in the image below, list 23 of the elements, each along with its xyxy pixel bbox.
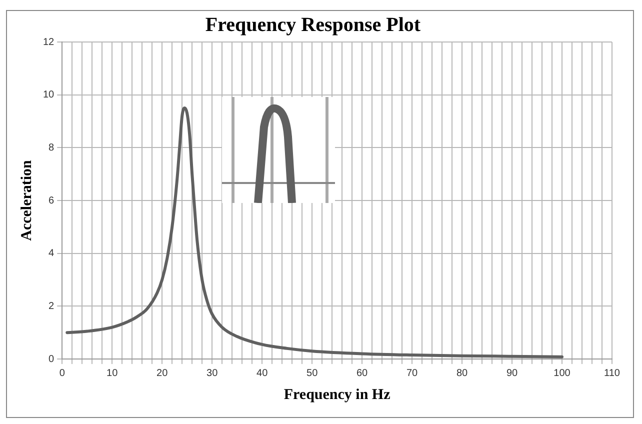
y-tick-label: 4 <box>48 248 55 260</box>
x-tick-label: 60 <box>356 368 368 379</box>
y-tick-label: 0 <box>48 354 55 365</box>
y-tick-label: 2 <box>48 300 55 312</box>
x-tick-label: 20 <box>156 368 168 379</box>
x-tick-label: 50 <box>306 368 318 379</box>
y-tick-label: 12 <box>43 36 55 48</box>
x-tick-label: 100 <box>554 368 571 379</box>
y-tick-label: 10 <box>43 90 55 101</box>
x-tick-label: 40 <box>256 368 268 379</box>
x-tick-label: 30 <box>206 368 218 379</box>
x-tick-label: 10 <box>106 368 118 379</box>
x-tick-label: 80 <box>456 368 468 379</box>
y-tick-label: 6 <box>48 195 55 206</box>
x-tick-label: 70 <box>406 368 418 379</box>
x-tick-label: 90 <box>506 368 518 379</box>
x-tick-label: 110 <box>604 368 620 379</box>
x-tick-label: 0 <box>59 368 66 379</box>
x-axis-title: Frequency in Hz <box>284 386 391 403</box>
y-tick-label: 8 <box>48 142 55 154</box>
chart-title: Frequency Response Plot <box>205 14 421 36</box>
y-axis-title: Acceleration <box>18 159 35 241</box>
line-series <box>66 106 564 358</box>
